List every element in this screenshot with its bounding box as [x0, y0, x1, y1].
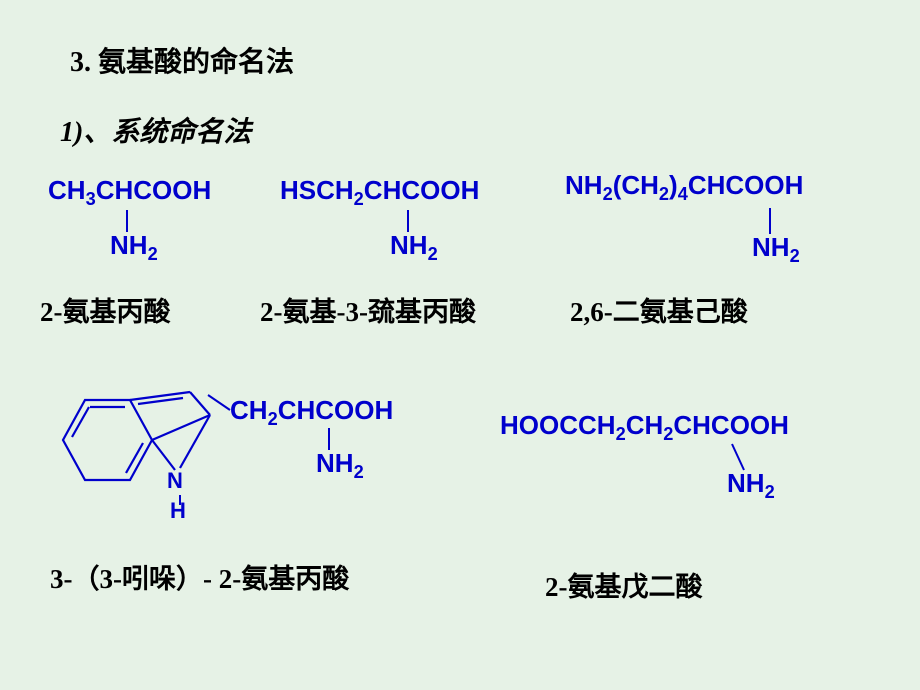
lysine-nh2: NH2 — [752, 232, 800, 267]
tryptophan-nh2: NH2 — [316, 448, 364, 483]
cysteine-bond — [407, 210, 409, 232]
subsection-title: 1)、系统命名法 — [60, 110, 251, 150]
tryptophan-formula-main: CH2CHCOOH — [230, 395, 393, 430]
section-title: 3. 氨基酸的命名法 — [70, 40, 294, 80]
lysine-bond — [769, 208, 771, 234]
cysteine-nh2: NH2 — [390, 230, 438, 265]
cysteine-formula-main: HSCH2CHCOOH — [280, 175, 479, 210]
alanine-bond — [126, 210, 128, 232]
lysine-formula-main: NH2(CH2)4CHCOOH — [565, 170, 803, 205]
tryptophan-h-label: H — [170, 498, 186, 524]
cysteine-name: 2-氨基-3-巯基丙酸 — [260, 290, 476, 329]
tryptophan-indole-ring — [55, 370, 230, 530]
alanine-name: 2-氨基丙酸 — [40, 290, 171, 329]
tryptophan-bond — [328, 428, 330, 450]
tryptophan-name: 3-（3-吲哚）- 2-氨基丙酸 — [50, 557, 349, 596]
alanine-formula-main: CH3CHCOOH — [48, 175, 211, 210]
glutamic-nh2: NH2 — [727, 468, 775, 503]
lysine-name: 2,6-二氨基己酸 — [570, 290, 748, 329]
glutamic-formula-main: HOOCCH2CH2CHCOOH — [500, 410, 789, 445]
alanine-nh2: NH2 — [110, 230, 158, 265]
tryptophan-n-label: N — [167, 468, 183, 494]
glutamic-name: 2-氨基戊二酸 — [545, 565, 703, 604]
